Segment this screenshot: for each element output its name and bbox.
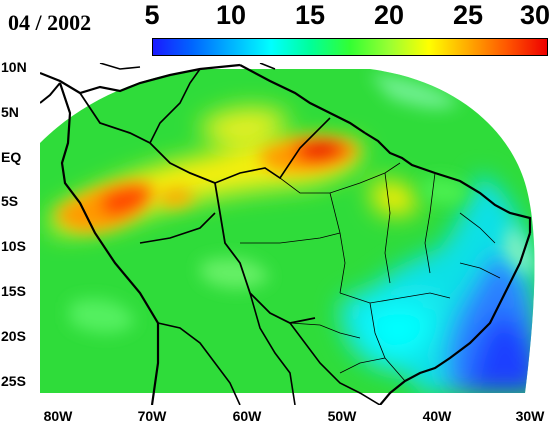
map-title: 04 / 2002 — [8, 10, 92, 35]
lon-label-30w: 30W — [515, 408, 545, 424]
map-outlines — [40, 63, 532, 405]
colorbar-tick-20: 20 — [373, 0, 405, 30]
map-panel — [40, 63, 548, 405]
colorbar-tick-10: 10 — [215, 0, 247, 30]
data-field — [40, 69, 535, 393]
lat-label-10n: 10N — [1, 59, 27, 75]
lat-label-5s: 5S — [1, 193, 19, 209]
lat-label-25s: 25S — [1, 373, 26, 389]
lon-label-40w: 40W — [422, 408, 452, 424]
lon-label-70w: 70W — [137, 408, 167, 424]
colorbar — [152, 38, 548, 56]
colorbar-tick-25: 25 — [452, 0, 484, 30]
colorbar-tick-labels: 5 10 15 20 25 30 — [0, 0, 558, 40]
lon-label-60w: 60W — [232, 408, 262, 424]
lon-label-80w: 80W — [43, 408, 73, 424]
lat-label-20s: 20S — [1, 328, 26, 344]
colorbar-tick-5: 5 — [144, 0, 160, 30]
colorbar-tick-15: 15 — [294, 0, 326, 30]
lat-label-eq: EQ — [1, 149, 22, 165]
lat-label-5n: 5N — [1, 104, 19, 120]
lon-label-50w: 50W — [327, 408, 357, 424]
colorbar-tick-30: 30 — [519, 0, 551, 30]
lat-label-15s: 15S — [1, 283, 26, 299]
lat-label-10s: 10S — [1, 238, 26, 254]
